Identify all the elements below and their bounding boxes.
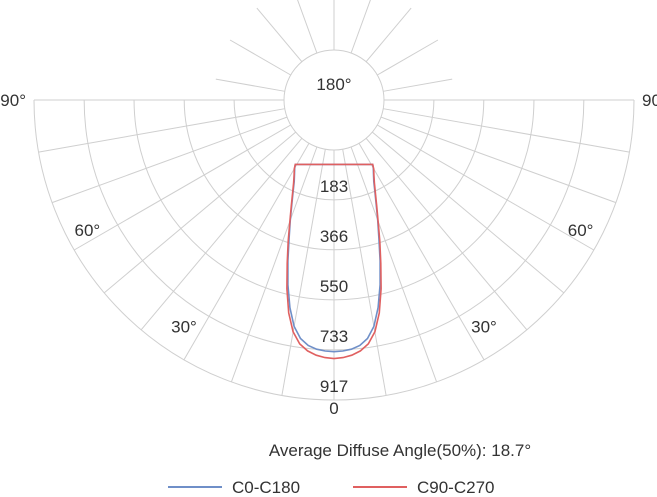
grid-spoke-50 (371, 131, 565, 294)
grid-upper-spoke-20 (297, 0, 318, 54)
grid-spoke-m10 (281, 149, 326, 396)
bottom-angle-label: 0 (329, 399, 338, 418)
grid-spoke-70 (380, 116, 617, 204)
grid-spoke-m20 (230, 146, 318, 383)
radial-tick-183: 183 (320, 177, 348, 196)
grid-spoke-m30 (183, 143, 310, 361)
grid-spoke-60 (377, 124, 595, 251)
grid-inner-circle (283, 49, 385, 151)
grid-upper-spoke-40 (256, 7, 303, 63)
angle-label-90-right: 90° (642, 91, 657, 110)
radial-tick-917: 917 (320, 377, 348, 396)
grid-spoke-m50 (103, 131, 297, 294)
grid-spoke-m40 (140, 137, 303, 331)
grid-upper-spoke-m80 (383, 78, 453, 92)
legend-label-c90-c270: C90-C270 (417, 478, 495, 497)
grid-spoke-10 (342, 149, 387, 396)
grid-spoke-20 (350, 146, 438, 383)
grid-spoke-40 (365, 137, 528, 331)
grid-spoke-30 (358, 143, 485, 361)
radial-tick-550: 550 (320, 277, 348, 296)
radial-tick-labels: 183 366 550 733 917 (320, 177, 348, 396)
grid-spoke-m80 (38, 108, 285, 153)
polar-grid (33, 0, 635, 401)
chart-legend: C0-C180 C90-C270 (168, 478, 495, 497)
radial-tick-366: 366 (320, 227, 348, 246)
grid-upper-spoke-60 (229, 39, 291, 76)
angle-label-60-left: 60° (75, 221, 101, 240)
grid-upper-spoke-m60 (377, 39, 439, 76)
angle-label-60-right: 60° (568, 221, 594, 240)
angle-label-30-right: 30° (471, 318, 497, 337)
angle-label-90-left: 90° (0, 91, 26, 110)
grid-upper-spoke-m40 (365, 7, 412, 63)
angle-labels: 90° 90° 60° 60° 30° 30° (0, 91, 657, 337)
angle-label-30-left: 30° (171, 318, 197, 337)
grid-spoke-m60 (73, 124, 291, 251)
legend-label-c0-c180: C0-C180 (232, 478, 300, 497)
grid-upper-spoke-80 (215, 78, 285, 92)
diffuse-angle-annotation: Average Diffuse Angle(50%): 18.7° (269, 441, 531, 460)
grid-spoke-80 (383, 108, 630, 153)
grid-upper-spoke-m20 (350, 0, 371, 54)
radial-tick-733: 733 (320, 327, 348, 346)
series-curve-c90-c270 (286, 163, 382, 360)
series-layer (286, 163, 382, 360)
grid-spoke-m70 (51, 116, 288, 204)
top-angle-label: 180° (316, 75, 351, 94)
